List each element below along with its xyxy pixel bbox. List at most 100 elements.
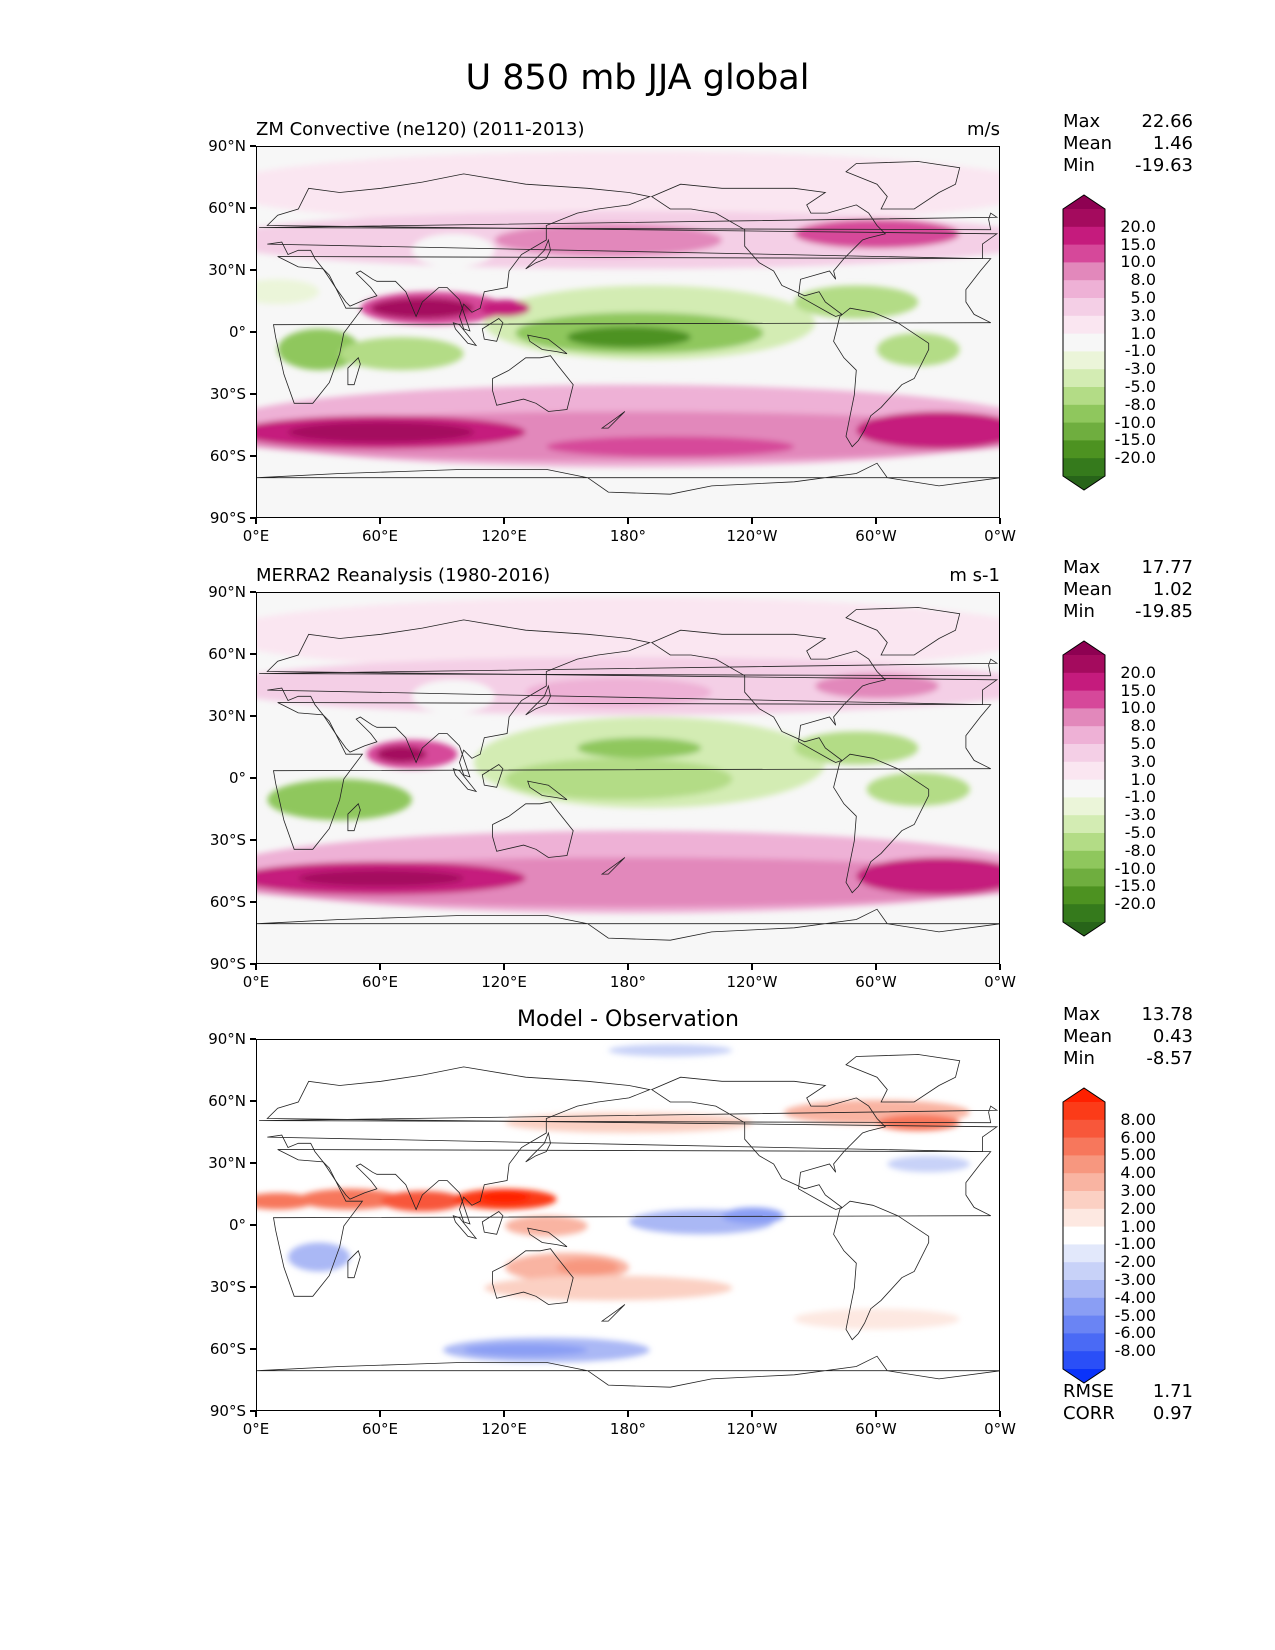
lat-tick — [250, 1162, 256, 1164]
lon-tick-label: 0°E — [242, 973, 270, 991]
colorbar-segment — [1063, 440, 1105, 459]
field-contours — [257, 151, 999, 468]
coastline-sumatra — [452, 768, 478, 793]
coastline-greenland — [845, 161, 961, 210]
colorbar-extend-bottom — [1063, 476, 1105, 490]
colorbar-tick-label: 5.0 — [1130, 734, 1156, 753]
colorbar-tick-label: -5.0 — [1124, 377, 1156, 396]
lat-tick — [250, 777, 256, 779]
stats-block: Max 22.66 Mean 1.46 Min -19.63 — [1063, 111, 1193, 177]
lat-tick-label: 30°N — [208, 1154, 246, 1172]
stat-value: 17.77 — [1141, 557, 1193, 578]
colorbar-segment — [1063, 833, 1105, 852]
map-obs — [256, 592, 1000, 964]
contour-blob — [887, 1155, 971, 1173]
coastline-uk — [259, 212, 999, 231]
colorbar-segment — [1063, 797, 1105, 816]
colorbar-tick-label: -6.00 — [1114, 1323, 1156, 1343]
stat-value: -19.63 — [1134, 155, 1193, 176]
coastline-namerica — [650, 629, 887, 763]
contour-blob — [794, 285, 919, 319]
colorbar-tick-label: -3.00 — [1114, 1270, 1156, 1289]
contour-blob — [257, 151, 999, 226]
coastline-samerica — [833, 1200, 930, 1341]
coastline-antarctica — [257, 462, 999, 495]
stat-label: Mean — [1063, 579, 1113, 600]
colorbar-segment — [1063, 1173, 1105, 1192]
colorbar-segment — [1063, 262, 1105, 281]
lat-tick — [250, 517, 256, 519]
panel-units: m s-1 — [949, 565, 1000, 586]
lat-tick — [250, 1410, 256, 1412]
colorbar-tick-label: -1.0 — [1124, 341, 1156, 361]
contour-blob — [412, 679, 495, 713]
contour-blob — [722, 1207, 784, 1224]
lat-tick-label: 0° — [228, 1216, 246, 1234]
lon-tick-label: 60°E — [361, 973, 399, 991]
stat-row-rmse: RMSE 1.71 — [1063, 1381, 1193, 1403]
lat-tick-label: 30°S — [209, 831, 246, 849]
lat-tick — [250, 963, 256, 965]
colorbar-segment — [1063, 226, 1105, 246]
lat-tick — [250, 331, 256, 333]
contour-blob — [412, 233, 495, 267]
colorbar-tick-label: 1.0 — [1130, 769, 1156, 789]
lon-tick-label: 60°W — [855, 973, 897, 991]
colorbar-tick-label: 10.0 — [1120, 252, 1156, 272]
lon-tick-label: 60°E — [361, 1420, 399, 1438]
lat-tick-label: 30°S — [209, 1278, 246, 1296]
lon-tick-label: 60°W — [855, 527, 897, 545]
coastline-africa — [273, 1149, 992, 1297]
coastline-newguinea — [527, 334, 568, 355]
colorbar-segment — [1063, 1208, 1105, 1228]
lon-tick — [255, 964, 257, 970]
colorbar-segment — [1063, 1280, 1105, 1299]
colorbar-tick-label: -1.0 — [1124, 787, 1156, 807]
colorbar-segment — [1063, 761, 1105, 781]
lon-tick-label: 120°E — [481, 527, 527, 545]
coastline-samerica — [833, 307, 930, 448]
coastline-greenland — [845, 1054, 961, 1103]
colorbar-diff — [1062, 1087, 1106, 1384]
colorbar-tick-label: 8.0 — [1130, 716, 1156, 736]
contour-blob — [257, 279, 319, 305]
colorbar-extend-top — [1063, 1088, 1105, 1102]
stat-label: Mean — [1063, 1026, 1113, 1047]
colorbar-segment — [1063, 779, 1105, 798]
contour-blob — [505, 758, 733, 800]
lon-tick — [379, 1411, 381, 1417]
colorbar-extend-top — [1063, 641, 1105, 655]
stat-row-mean: Mean 0.43 — [1063, 1026, 1193, 1048]
stat-label: Max — [1063, 111, 1101, 132]
lon-tick — [751, 518, 753, 524]
lat-tick-label: 60°S — [209, 1340, 246, 1358]
lat-tick-label: 60°N — [208, 199, 246, 217]
contour-blob — [257, 597, 999, 672]
coastline-uk — [259, 1105, 999, 1124]
contour-blob — [794, 219, 960, 249]
colorbar-tick-label: 15.0 — [1120, 680, 1156, 700]
stat-row-mean: Mean 1.46 — [1063, 133, 1193, 155]
contour-blob — [288, 1242, 350, 1272]
contour-blob — [298, 869, 464, 887]
lat-tick-label: 90°S — [209, 955, 246, 973]
lat-tick — [250, 1224, 256, 1226]
lat-tick-label: 60°S — [209, 447, 246, 465]
coastline-africa — [273, 702, 992, 850]
colorbar-tick-label: -15.0 — [1114, 876, 1156, 896]
coastline-madagascar — [347, 803, 361, 832]
colorbar-segment — [1063, 1137, 1105, 1156]
colorbar-segment — [1063, 1315, 1105, 1334]
colorbar-tick-label: -15.0 — [1114, 430, 1156, 450]
colorbar-segment — [1063, 351, 1105, 370]
colorbar-segment — [1063, 387, 1105, 406]
lat-tick — [250, 715, 256, 717]
lon-tick — [999, 518, 1001, 524]
contour-blob — [480, 1190, 530, 1204]
lat-tick — [250, 207, 256, 209]
colorbar-tick-label: -1.00 — [1114, 1234, 1156, 1254]
colorbar-segment — [1063, 315, 1105, 335]
coastline-sumatra — [452, 1215, 478, 1240]
lat-tick-label: 90°N — [208, 1030, 246, 1048]
lon-tick-label: 120°E — [481, 973, 527, 991]
